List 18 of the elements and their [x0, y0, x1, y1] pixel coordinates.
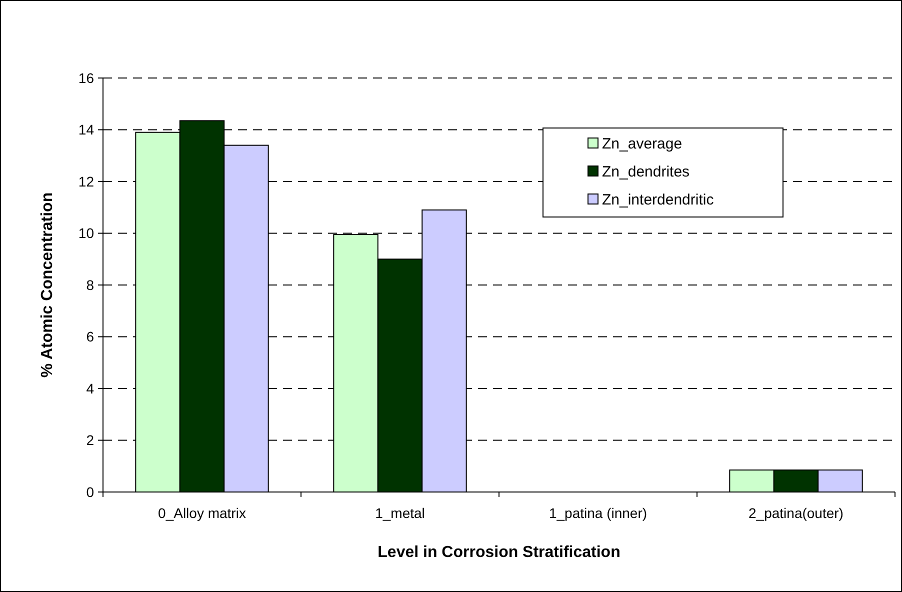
x-axis-title: Level in Corrosion Stratification: [378, 544, 620, 561]
y-tick-label: 14: [78, 122, 94, 138]
legend-label: Zn_dendrites: [602, 163, 690, 180]
legend-label: Zn_interdendritic: [602, 191, 714, 208]
x-tick-label: 1_patina (inner): [548, 505, 648, 521]
legend-label: Zn_average: [602, 135, 682, 152]
x-tick-label: 0_Alloy matrix: [158, 505, 246, 521]
y-tick-label: 2: [86, 432, 94, 448]
y-tick-label: 16: [78, 70, 94, 86]
y-tick-label: 8: [86, 276, 94, 293]
y-tick-label: 10: [78, 225, 94, 242]
y-tick-label: 0: [86, 484, 94, 500]
x-tick-label: 1_metal: [375, 505, 425, 521]
x-tick-label: 2_patina(outer): [748, 505, 844, 521]
y-tick-label: 6: [86, 328, 94, 345]
y-tick-label: 4: [86, 380, 94, 396]
y-axis-title: % Atomic Concentration: [39, 192, 56, 378]
y-tick-label: 12: [78, 173, 94, 190]
